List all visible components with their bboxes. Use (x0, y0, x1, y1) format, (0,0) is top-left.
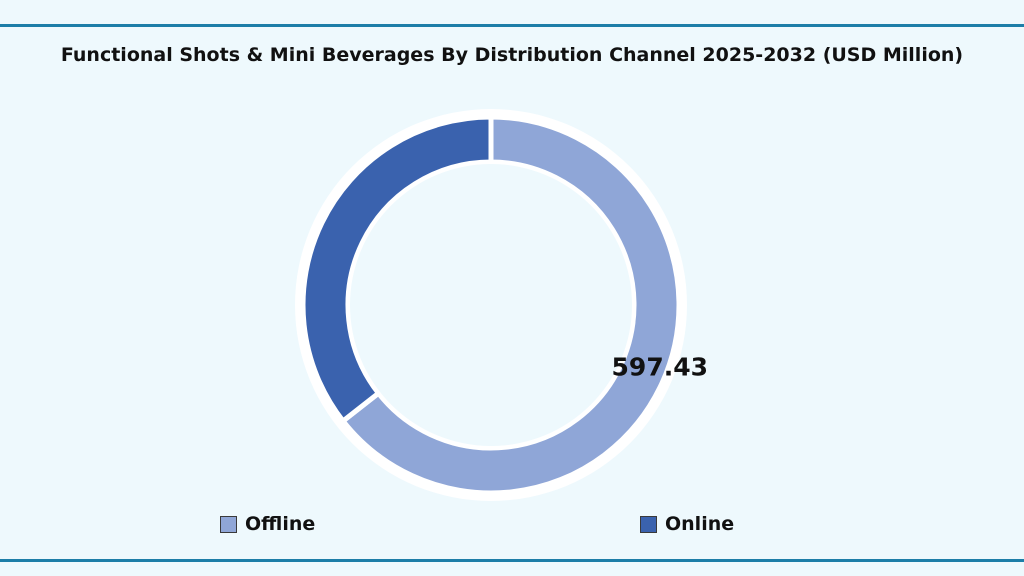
data-label-offline: 597.43 (612, 353, 708, 382)
legend-item-offline[interactable]: Offline (220, 512, 315, 536)
legend-swatch-offline (220, 515, 237, 533)
donut-slice-online[interactable] (300, 114, 494, 425)
bottom-divider (0, 559, 1024, 562)
donut-hole (350, 164, 632, 446)
legend-swatch-online (640, 515, 657, 533)
chart-title: Functional Shots & Mini Beverages By Dis… (60, 44, 964, 66)
donut-slice-offline[interactable] (339, 114, 682, 496)
legend-label-offline: Offline (245, 513, 316, 535)
top-divider (0, 24, 1024, 27)
legend-label-online: Online (665, 513, 735, 535)
legend-item-online[interactable]: Online (640, 512, 734, 536)
